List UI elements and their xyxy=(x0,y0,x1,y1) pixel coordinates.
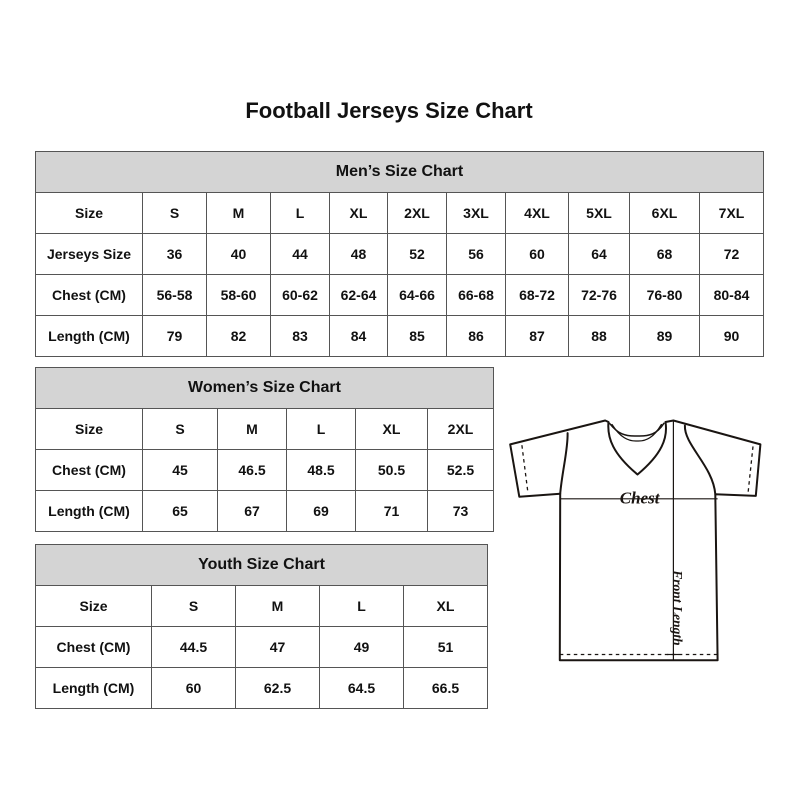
svg-text:Chest: Chest xyxy=(620,489,661,508)
svg-text:Front Length: Front Length xyxy=(670,569,685,645)
